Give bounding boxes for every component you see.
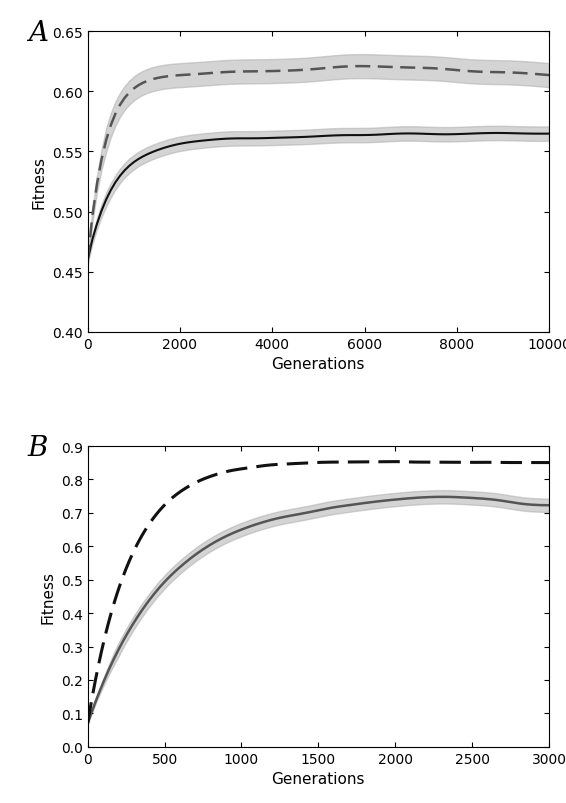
Text: B: B (28, 434, 48, 462)
Text: A: A (28, 20, 48, 47)
Y-axis label: Fitness: Fitness (40, 570, 55, 623)
X-axis label: Generations: Generations (272, 357, 365, 372)
X-axis label: Generations: Generations (272, 771, 365, 786)
Y-axis label: Fitness: Fitness (32, 156, 46, 209)
